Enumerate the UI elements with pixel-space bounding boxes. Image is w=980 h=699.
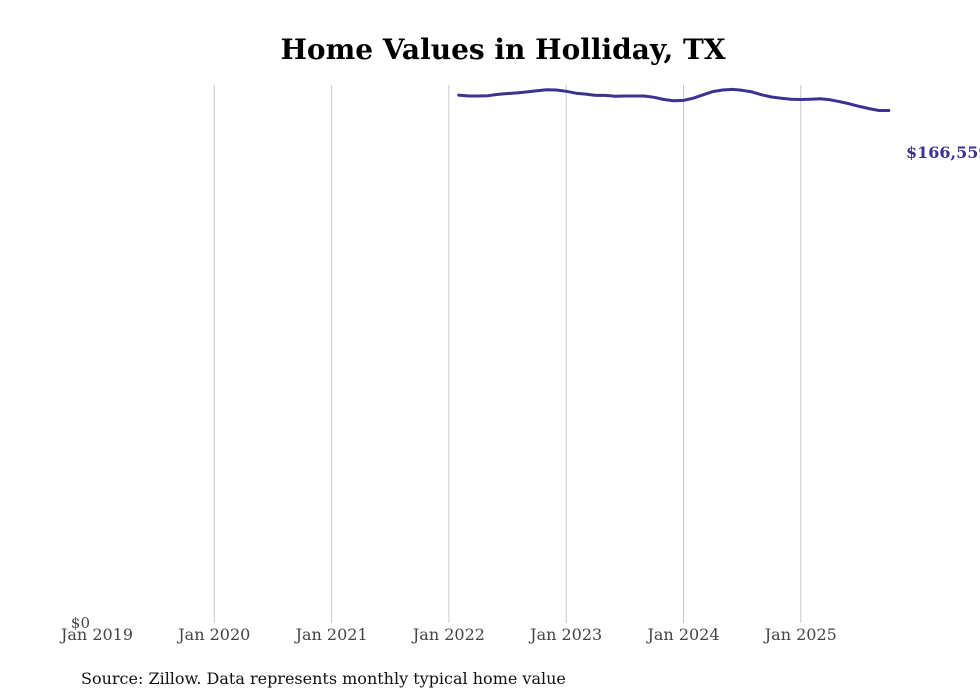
end-value-label: $166,559 [906, 143, 980, 162]
x-tick-label: Jan 2025 [763, 625, 837, 644]
x-tick-label: Jan 2022 [411, 625, 485, 644]
y-axis-ticks: $0 [71, 614, 90, 632]
x-tick-label: Jan 2024 [645, 625, 719, 644]
chart-title: Home Values in Holliday, TX [280, 33, 725, 66]
y-tick-label: $0 [71, 614, 90, 632]
x-tick-label: Jan 2020 [176, 625, 250, 644]
x-axis-ticks: Jan 2019 Jan 2020 Jan 2021 Jan 2022 Jan 2023… [59, 625, 837, 644]
x-tick-label: Jan 2021 [294, 625, 368, 644]
x-tick-label: Jan 2023 [528, 625, 602, 644]
series-line-group [457, 87, 891, 112]
gridlines [213, 85, 802, 623]
source-note: Source: Zillow. Data represents monthly … [81, 669, 566, 688]
series-line [457, 87, 891, 112]
x-tick-label: Jan 2019 [59, 625, 133, 644]
